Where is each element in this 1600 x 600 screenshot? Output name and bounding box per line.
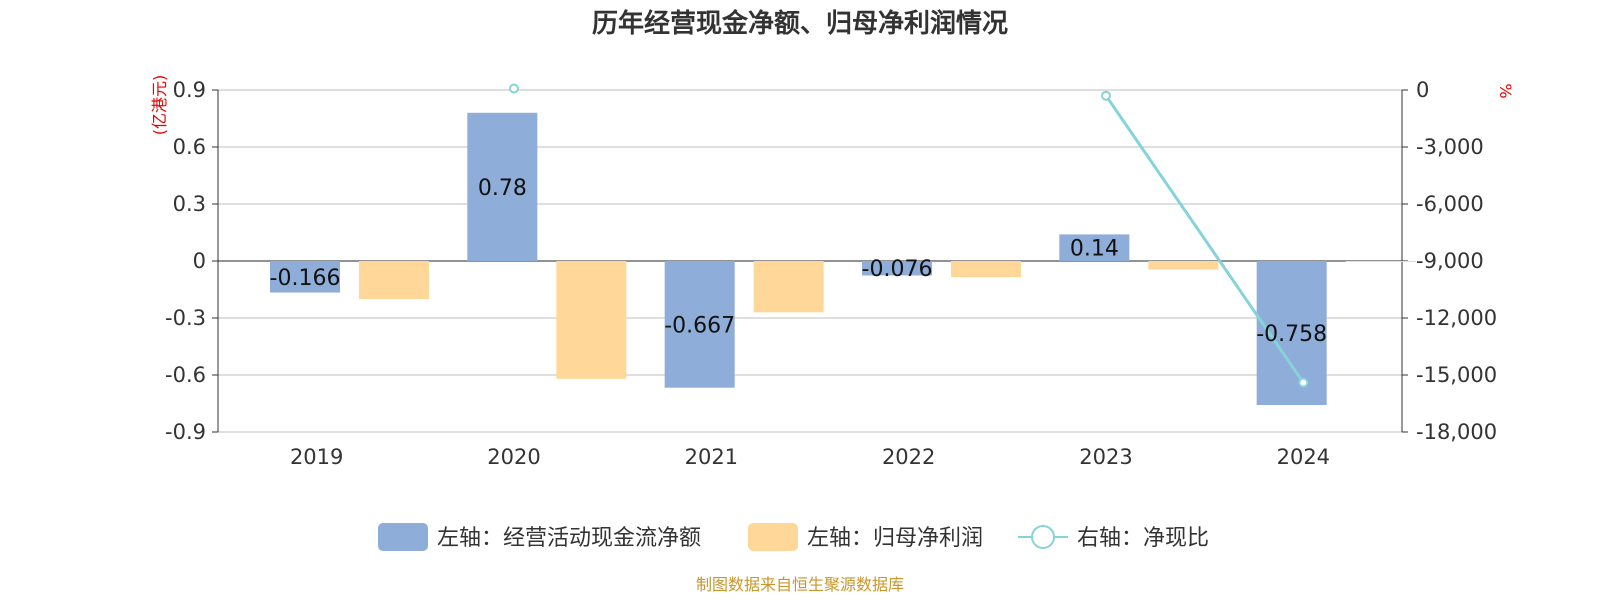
cashflow-bar — [467, 112, 538, 261]
legend-item-cashflow[interactable]: 左轴：经营活动现金流净额 — [378, 523, 701, 551]
cashflow-data-label: -0.667 — [664, 313, 735, 338]
cashflow-bar — [270, 261, 340, 293]
left-tick-label: 0 — [193, 249, 206, 273]
source-note: 制图数据来自恒生聚源数据库 — [696, 575, 904, 594]
legend-label: 右轴：净现比 — [1077, 526, 1209, 551]
net-profit-bar — [1345, 261, 1416, 262]
data-labels: -0.166 0.78 -0.667 -0.076 0.14 -0.758 — [270, 176, 1328, 347]
x-tick-label: 2021 — [685, 445, 738, 469]
ratio-point — [509, 83, 519, 94]
legend-label: 左轴：经营活动现金流净额 — [437, 526, 701, 551]
cashflow-data-label: 0.78 — [478, 176, 527, 201]
left-tick-label: 0.6 — [173, 135, 206, 159]
x-tick-label: 2019 — [290, 445, 343, 469]
right-tick-label: -15,000 — [1416, 363, 1497, 387]
right-axis-unit: % — [1496, 83, 1515, 98]
left-tick-label: 0.3 — [173, 192, 206, 216]
ratio-point — [1298, 377, 1309, 388]
legend-item-ratio[interactable]: 右轴：净现比 — [1018, 525, 1209, 551]
x-tick-label: 2020 — [487, 445, 540, 469]
cashflow-data-label: -0.076 — [862, 257, 933, 282]
left-tick-label: -0.9 — [165, 420, 206, 444]
legend[interactable]: 左轴：经营活动现金流净额 左轴：归母净利润 右轴：净现比 — [378, 523, 1209, 551]
legend-label: 左轴：归母净利润 — [807, 526, 983, 551]
right-tick-label: -6,000 — [1416, 192, 1484, 216]
cashflow-data-label: -0.166 — [270, 266, 341, 291]
legend-swatch — [378, 523, 428, 551]
bars — [270, 112, 1416, 406]
legend-swatch — [748, 523, 798, 551]
cashflow-bar — [1059, 234, 1130, 261]
right-tick-label: -3,000 — [1416, 135, 1484, 159]
cashflow-data-label: 0.14 — [1070, 237, 1119, 262]
cashflow-bar — [664, 261, 735, 388]
left-tick-label: 0.9 — [173, 78, 206, 102]
x-tick-label: 2024 — [1277, 445, 1330, 469]
x-tick-label: 2022 — [882, 445, 935, 469]
chart-title: 历年经营现金净额、归母净利润情况 — [592, 8, 1008, 39]
net-profit-bar — [951, 261, 1021, 278]
right-tick-label: -12,000 — [1416, 306, 1497, 330]
legend-item-net-profit[interactable]: 左轴：归母净利润 — [748, 523, 983, 551]
left-tick-label: -0.3 — [165, 306, 206, 330]
net-profit-bar — [753, 261, 824, 313]
net-profit-bar — [1148, 261, 1219, 270]
legend-marker — [1031, 525, 1055, 549]
ratio-point — [1101, 90, 1111, 101]
right-tick-label: -9,000 — [1416, 249, 1484, 273]
cashflow-data-label: -0.758 — [1256, 322, 1327, 347]
axes: 0.9 0.6 0.3 0 -0.3 -0.6 -0.9 0 -3,000 -6,000 -9,00… — [165, 78, 1497, 469]
right-tick-label: 0 — [1416, 78, 1429, 102]
left-tick-label: -0.6 — [165, 363, 206, 387]
x-tick-label: 2023 — [1079, 445, 1132, 469]
left-axis-unit: (亿港元) — [150, 75, 169, 136]
ratio-line — [509, 83, 1309, 388]
net-profit-bar — [359, 261, 429, 299]
net-profit-bar — [556, 261, 627, 379]
ratio-line-segment — [1104, 94, 1305, 384]
right-tick-label: -18,000 — [1416, 420, 1497, 444]
cashflow-bar — [862, 261, 932, 276]
